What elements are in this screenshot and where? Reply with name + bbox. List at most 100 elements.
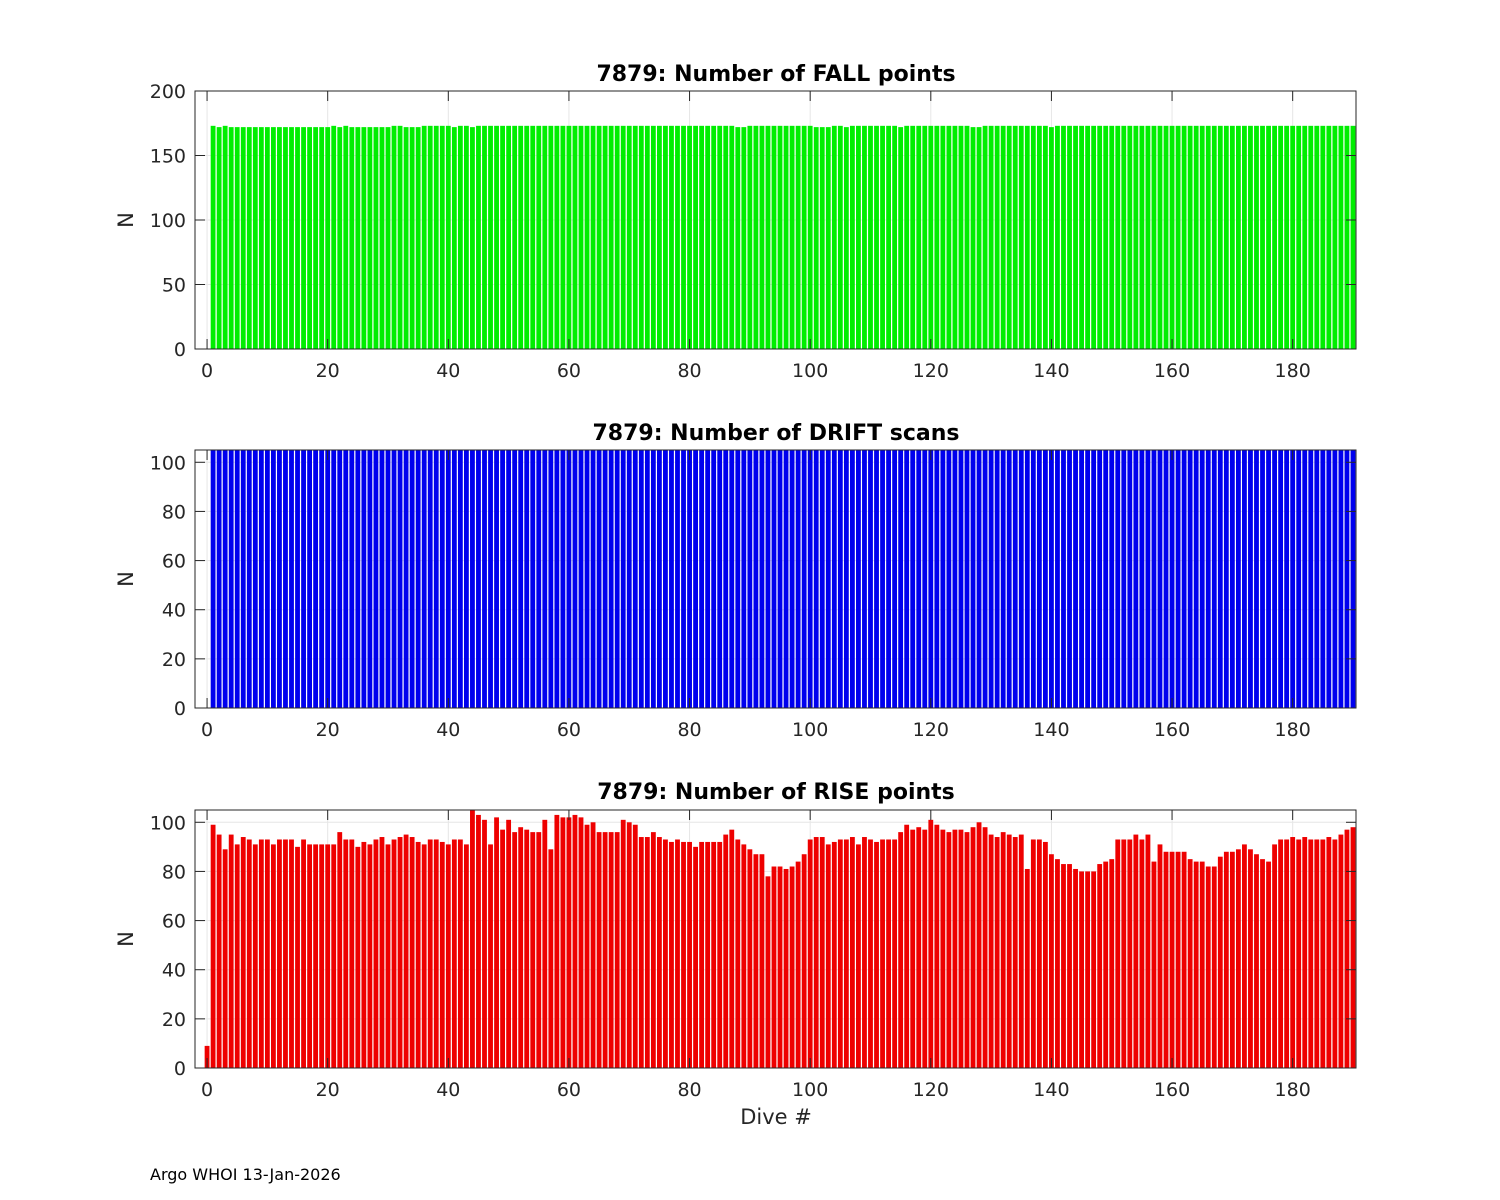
fall-bar bbox=[837, 125, 843, 349]
drift-bar bbox=[518, 450, 524, 708]
fall-bar bbox=[831, 125, 837, 349]
fall-y-tick-label: 100 bbox=[150, 210, 186, 232]
fall-bar bbox=[663, 125, 668, 349]
fall-bar bbox=[880, 125, 885, 349]
rise-x-tick-label: 0 bbox=[201, 1079, 213, 1101]
rise-bar bbox=[572, 814, 578, 1068]
fall-bar bbox=[729, 125, 735, 349]
rise-bar bbox=[1314, 839, 1320, 1068]
drift-bar bbox=[367, 450, 373, 708]
fall-bar bbox=[1181, 125, 1187, 349]
rise-bar bbox=[590, 822, 596, 1068]
fall-bar bbox=[1163, 125, 1169, 349]
rise-bar bbox=[632, 824, 638, 1068]
fall-bar bbox=[687, 125, 692, 349]
drift-y-tick-label: 20 bbox=[162, 649, 186, 671]
drift-bar bbox=[246, 450, 252, 708]
drift-bar bbox=[476, 450, 481, 708]
fall-chart-title: 7879: Number of FALL points bbox=[596, 62, 955, 87]
fall-bar bbox=[1151, 125, 1157, 349]
fall-bar bbox=[506, 125, 512, 349]
drift-bar bbox=[868, 450, 873, 708]
drift-bar bbox=[1151, 450, 1157, 708]
rise-bar bbox=[837, 839, 843, 1068]
fall-bar bbox=[1145, 125, 1151, 349]
fall-y-tick-label: 200 bbox=[150, 81, 186, 103]
drift-x-tick-label: 120 bbox=[913, 719, 949, 741]
fall-bar bbox=[765, 125, 771, 349]
fall-bar bbox=[1332, 125, 1338, 349]
drift-bar bbox=[675, 450, 680, 708]
rise-bar bbox=[1254, 854, 1259, 1068]
fall-bar bbox=[596, 125, 602, 349]
fall-bar bbox=[572, 125, 578, 349]
drift-bar bbox=[409, 450, 415, 708]
rise-bar bbox=[500, 829, 506, 1068]
rise-bar bbox=[1012, 837, 1018, 1068]
fall-bar bbox=[240, 127, 246, 350]
drift-bar bbox=[319, 450, 325, 708]
fall-y-tick-label: 50 bbox=[162, 275, 186, 297]
fall-bar bbox=[626, 125, 632, 349]
rise-bar bbox=[1326, 837, 1332, 1068]
drift-bar bbox=[970, 450, 976, 708]
drift-bar bbox=[1049, 450, 1054, 708]
drift-bar bbox=[1308, 450, 1314, 708]
rise-bar bbox=[1320, 839, 1326, 1068]
rise-bar bbox=[723, 834, 729, 1068]
rise-bar bbox=[771, 866, 777, 1068]
drift-bar bbox=[681, 450, 686, 708]
fall-x-tick-label: 0 bbox=[201, 360, 213, 382]
fall-bar bbox=[1055, 125, 1060, 349]
fall-bar bbox=[421, 125, 427, 349]
fall-bar bbox=[536, 125, 542, 349]
fall-bar bbox=[934, 125, 940, 349]
fall-bar bbox=[910, 125, 916, 349]
rise-bar bbox=[807, 839, 813, 1068]
rise-bar bbox=[717, 841, 723, 1068]
rise-bar bbox=[1229, 851, 1235, 1068]
fall-bar bbox=[717, 125, 723, 349]
rise-bar bbox=[1290, 837, 1296, 1068]
rise-bar bbox=[1067, 864, 1072, 1068]
drift-bar bbox=[650, 450, 656, 708]
drift-bar bbox=[892, 450, 898, 708]
fall-bar bbox=[578, 125, 584, 349]
rise-bar bbox=[325, 844, 331, 1068]
rise-y-tick-label: 100 bbox=[150, 812, 186, 834]
rise-bar bbox=[831, 841, 837, 1068]
rise-bar bbox=[361, 841, 367, 1068]
rise-y-tick-label: 80 bbox=[162, 861, 186, 883]
rise-y-tick-label: 0 bbox=[174, 1058, 186, 1080]
rise-bar bbox=[234, 844, 240, 1068]
drift-bar bbox=[1073, 450, 1078, 708]
rise-bar bbox=[530, 832, 536, 1068]
fall-bar bbox=[1326, 125, 1332, 349]
fall-bar bbox=[445, 125, 451, 349]
drift-bar bbox=[373, 450, 379, 708]
drift-bar bbox=[1344, 450, 1350, 708]
drift-bar bbox=[1036, 450, 1042, 708]
rise-y-axis-label: N bbox=[114, 931, 138, 947]
drift-bar bbox=[421, 450, 427, 708]
drift-bar bbox=[566, 450, 572, 708]
rise-bar bbox=[1338, 834, 1344, 1068]
rise-bar bbox=[910, 829, 916, 1068]
fall-bar bbox=[681, 125, 686, 349]
rise-bar bbox=[1030, 839, 1036, 1068]
fall-bar bbox=[1254, 125, 1259, 349]
drift-bar bbox=[801, 450, 807, 708]
drift-bar bbox=[771, 450, 777, 708]
rise-bar bbox=[699, 841, 705, 1068]
drift-axes-box bbox=[194, 449, 1357, 709]
fall-bar bbox=[270, 127, 276, 350]
rise-bar bbox=[777, 866, 783, 1068]
drift-bar bbox=[910, 450, 916, 708]
drift-bar bbox=[1332, 450, 1338, 708]
rise-bar bbox=[620, 819, 626, 1068]
drift-bar bbox=[1350, 450, 1356, 708]
fall-bar bbox=[614, 125, 620, 349]
drift-bar bbox=[1229, 450, 1235, 708]
rise-chart-title: 7879: Number of RISE points bbox=[597, 780, 955, 805]
drift-bar bbox=[1302, 450, 1308, 708]
